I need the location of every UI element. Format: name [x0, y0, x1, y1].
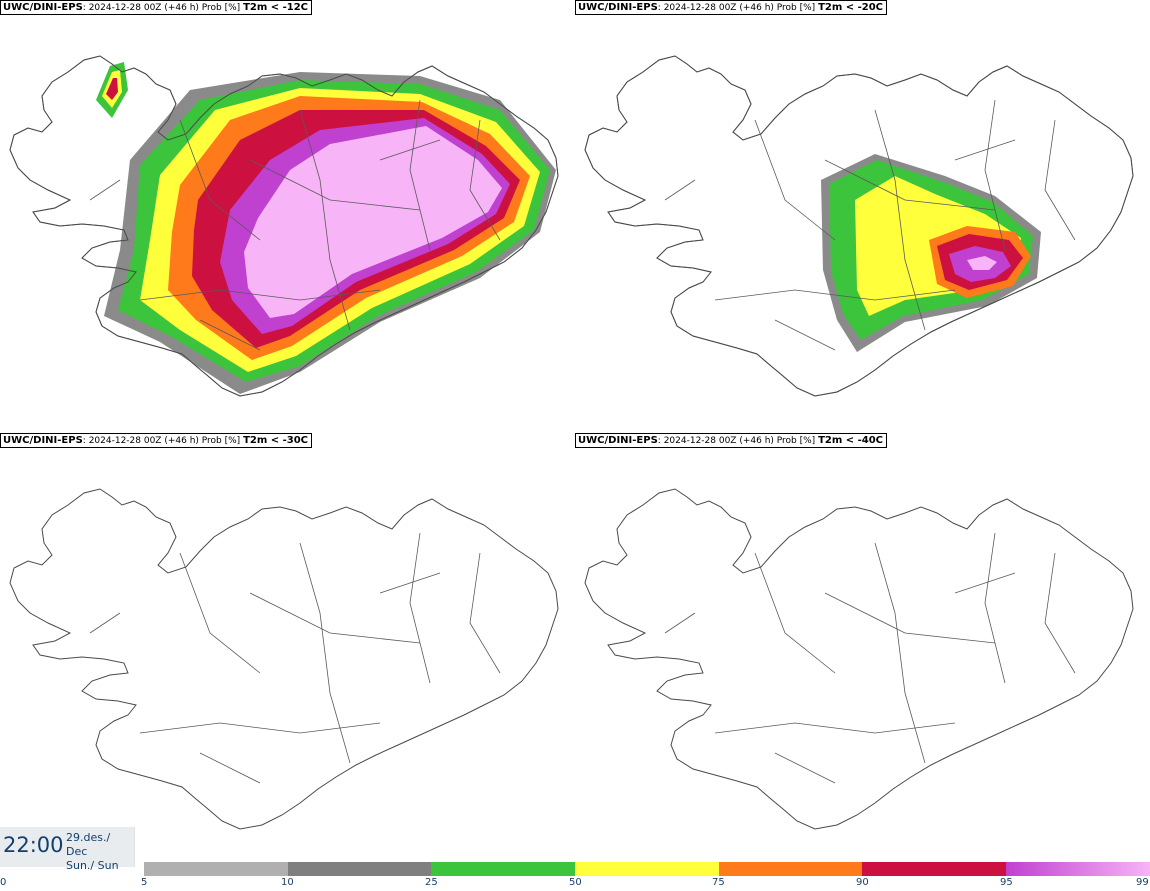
variable-name: T2m < -30C	[243, 435, 309, 446]
map-panel-t2m-below-minus20: UWC/DINI-EPS: 2024-12-28 00Z (+46 h) Pro…	[575, 0, 1150, 433]
panel-title: UWC/DINI-EPS: 2024-12-28 00Z (+46 h) Pro…	[575, 433, 888, 448]
colorbar-tick: 95	[1000, 877, 1013, 888]
colorbar-tick: 50	[569, 877, 582, 888]
run-info: 2024-12-28 00Z (+46 h) Prob [%]	[88, 3, 241, 13]
colorbar-segment	[144, 862, 288, 876]
colorbar-tick: 99	[1136, 877, 1149, 888]
run-info: 2024-12-28 00Z (+46 h) Prob [%]	[88, 436, 241, 446]
colorbar-segment	[719, 862, 862, 876]
probability-map	[9, 55, 559, 397]
valid-time: 22:00	[3, 833, 64, 857]
model-name: UWC/DINI-EPS	[578, 2, 658, 13]
panel-title: UWC/DINI-EPS: 2024-12-28 00Z (+46 h) Pro…	[0, 0, 313, 15]
map-panel-t2m-below-minus40: UWC/DINI-EPS: 2024-12-28 00Z (+46 h) Pro…	[575, 433, 1150, 866]
valid-date: 29.des./ Dec Sun./ Sun	[66, 831, 134, 873]
colorbar-segment	[862, 862, 1006, 876]
colorbar-segment-gradient	[1006, 862, 1150, 876]
panel-title: UWC/DINI-EPS: 2024-12-28 00Z (+46 h) Pro…	[575, 0, 888, 15]
model-name: UWC/DINI-EPS	[3, 2, 83, 13]
colorbar-tick: 75	[712, 877, 725, 888]
model-name: UWC/DINI-EPS	[3, 435, 83, 446]
variable-name: T2m < -20C	[818, 2, 884, 13]
probability-map	[584, 55, 1134, 397]
probability-field	[96, 62, 556, 394]
colorbar-segment	[575, 862, 719, 876]
label-separator: :	[82, 436, 86, 446]
map-panel-t2m-below-minus30: UWC/DINI-EPS: 2024-12-28 00Z (+46 h) Pro…	[0, 433, 575, 866]
probability-map	[584, 488, 1134, 830]
colorbar-tick: 10	[281, 877, 294, 888]
run-info: 2024-12-28 00Z (+46 h) Prob [%]	[663, 436, 816, 446]
colorbar-tick: 25	[425, 877, 438, 888]
map-panel-t2m-below-minus12: UWC/DINI-EPS: 2024-12-28 00Z (+46 h) Pro…	[0, 0, 575, 433]
run-info: 2024-12-28 00Z (+46 h) Prob [%]	[663, 3, 816, 13]
label-separator: :	[657, 436, 661, 446]
label-separator: :	[82, 3, 86, 13]
variable-name: T2m < -40C	[818, 435, 884, 446]
colorbar-tick: 5	[141, 877, 148, 888]
date-line: 29.des./ Dec	[66, 831, 111, 858]
colorbar-segment	[288, 862, 431, 876]
panel-title: UWC/DINI-EPS: 2024-12-28 00Z (+46 h) Pro…	[0, 433, 313, 448]
variable-name: T2m < -12C	[243, 2, 309, 13]
valid-time-box: 22:00 29.des./ Dec Sun./ Sun	[0, 827, 135, 872]
colorbar-tick: 0	[0, 877, 7, 888]
colorbar-tick: 90	[856, 877, 869, 888]
probability-field	[821, 154, 1041, 352]
probability-map	[9, 488, 559, 830]
model-name: UWC/DINI-EPS	[578, 435, 658, 446]
probability-colorbar	[144, 862, 1150, 876]
colorbar-segment	[431, 862, 575, 876]
day-line: Sun./ Sun	[66, 859, 119, 872]
label-separator: :	[657, 3, 661, 13]
